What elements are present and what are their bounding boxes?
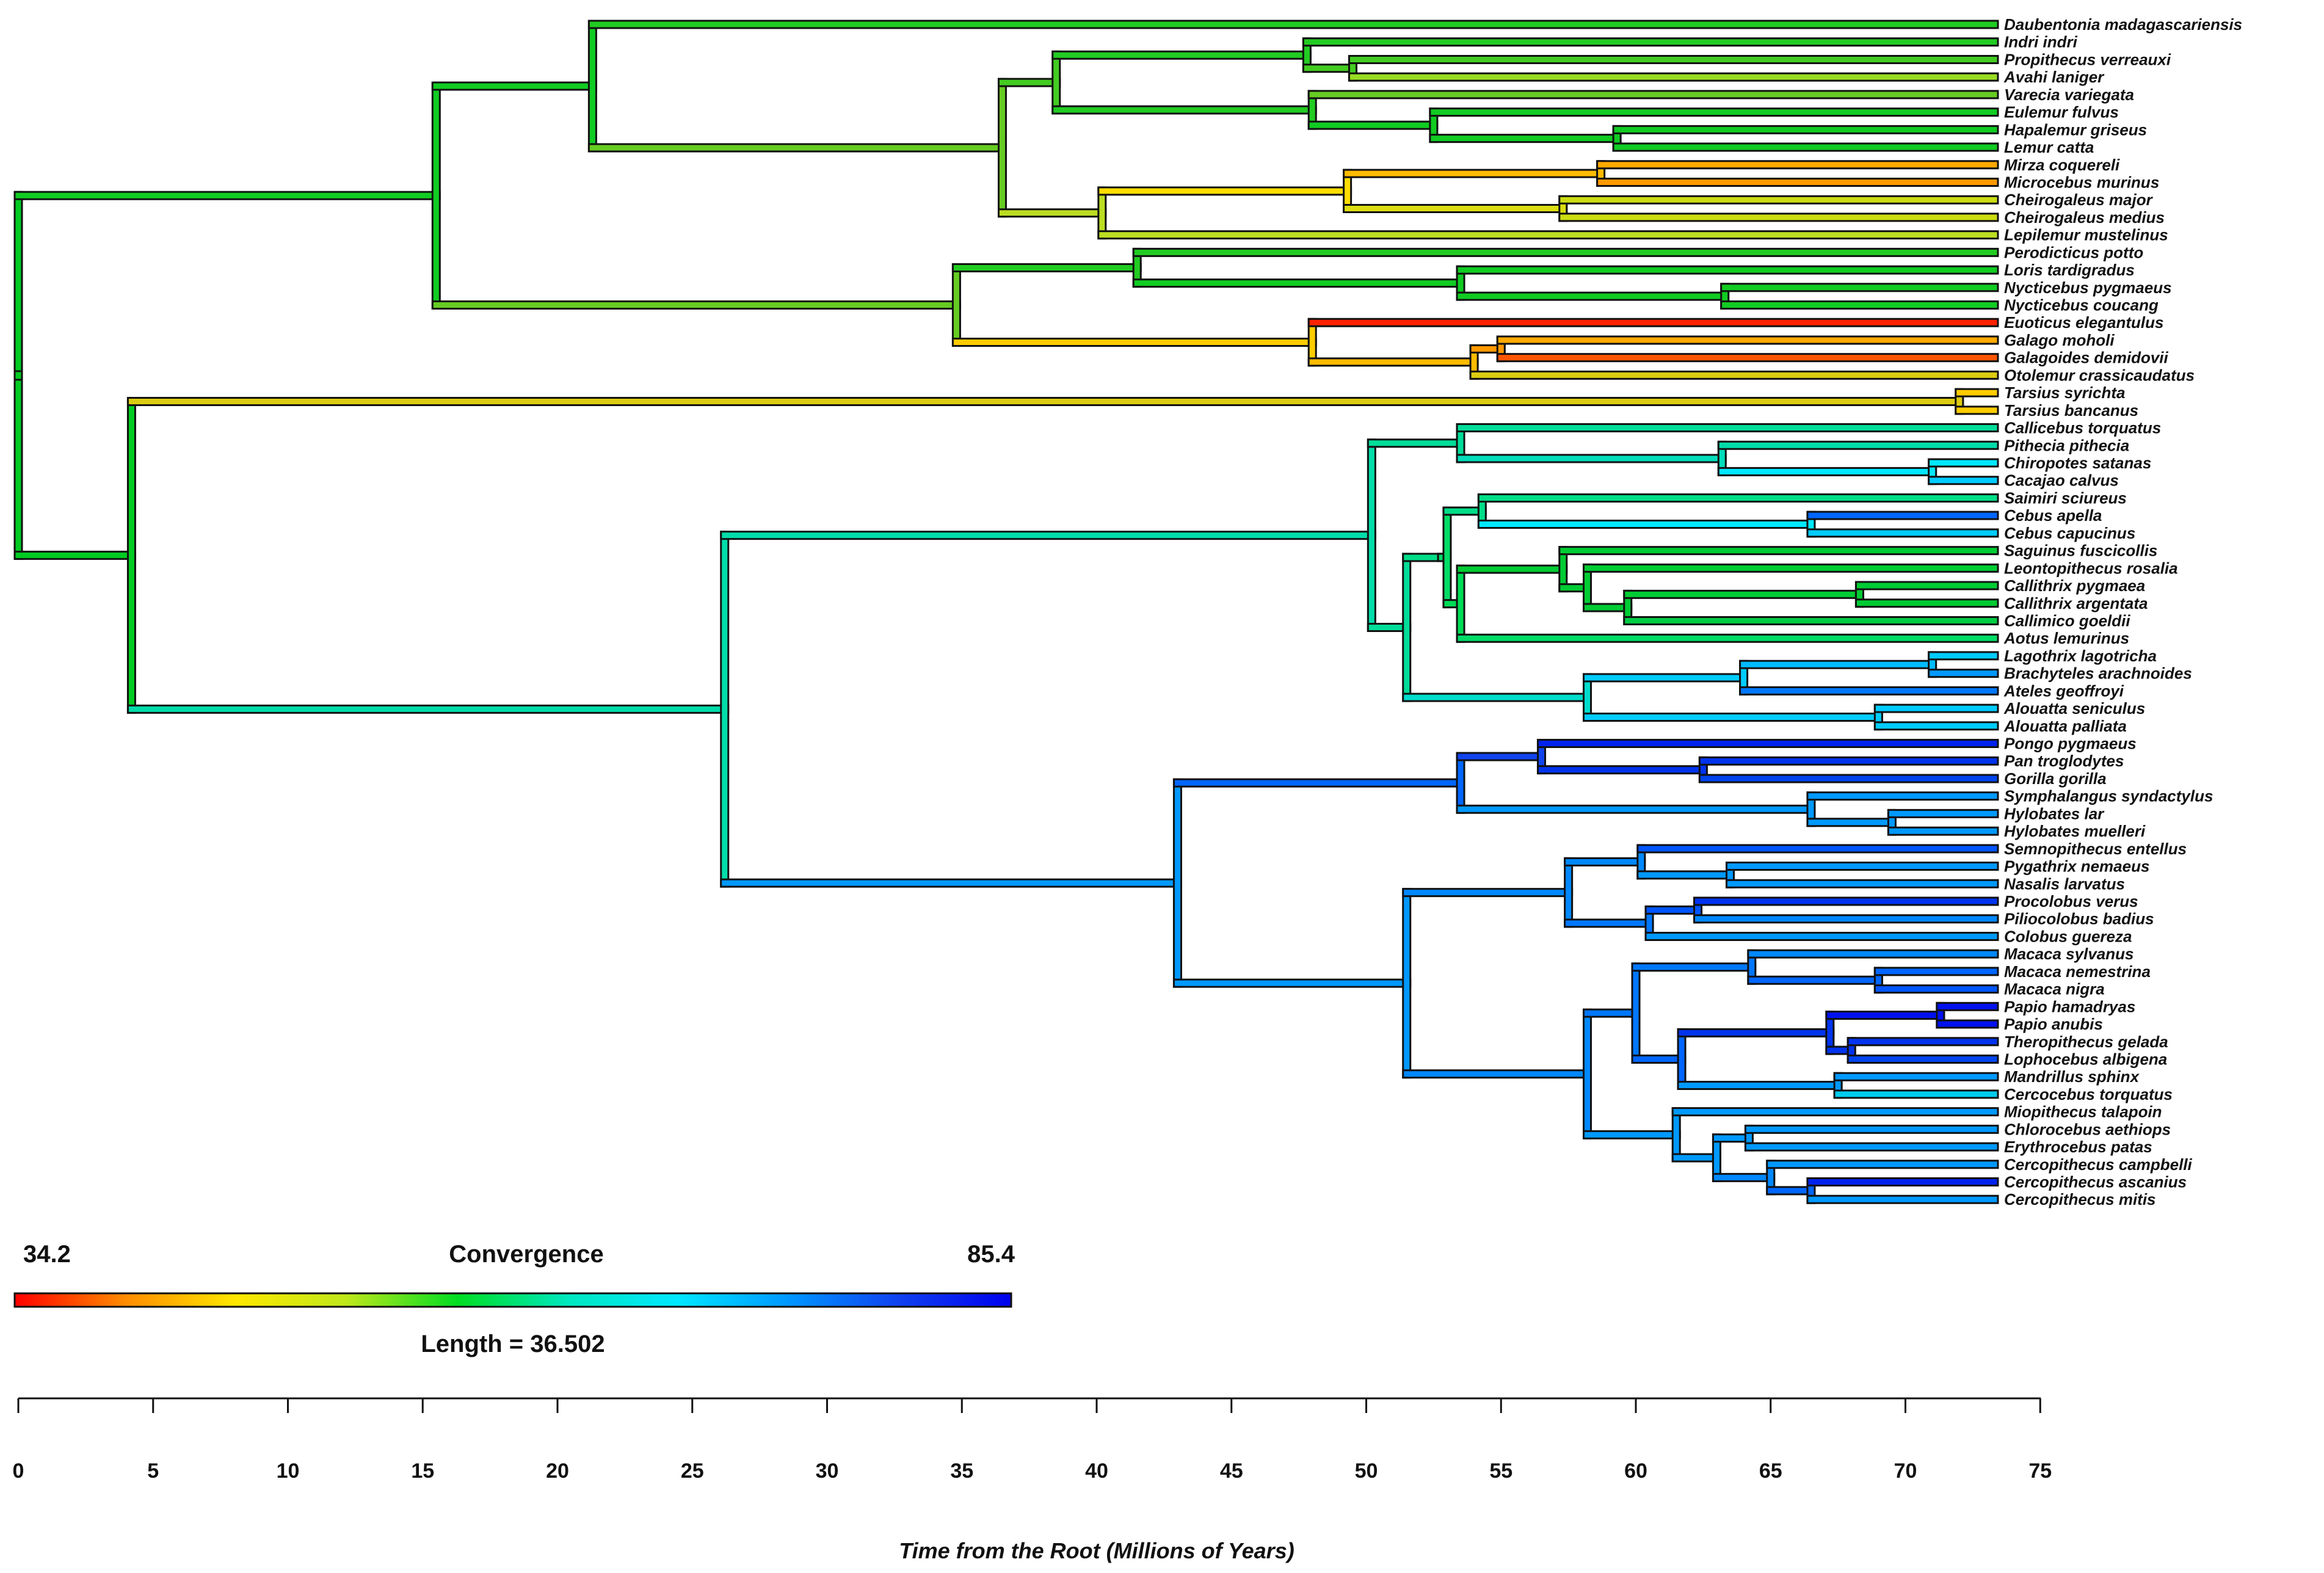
- tip-label: Saguinus fuscicollis: [2004, 542, 2157, 560]
- tip-label: Hylobates muelleri: [2004, 822, 2146, 840]
- tip-label: Lagothrix lagotricha: [2004, 647, 2157, 665]
- tip-label: Euoticus elegantulus: [2004, 313, 2164, 332]
- tip-label: Semnopithecus entellus: [2004, 840, 2187, 858]
- tip-label: Hapalemur griseus: [2004, 120, 2147, 139]
- axis-tick-label: 45: [1220, 1459, 1243, 1483]
- axis-tick-label: 35: [950, 1459, 973, 1483]
- tip-label: Pongo pygmaeus: [2004, 735, 2137, 753]
- color-legend: 34.2 Convergence 85.4 Length = 36.502: [13, 1241, 1015, 1357]
- tip-label: Otolemur crassicaudatus: [2004, 366, 2195, 384]
- tip-label: Pan troglodytes: [2004, 752, 2124, 770]
- tip-label: Indri indri: [2004, 33, 2078, 51]
- tip-label: Callimico goeldii: [2004, 611, 2130, 630]
- tip-label: Nycticebus pygmaeus: [2004, 278, 2172, 297]
- tip-label: Lophocebus albigena: [2004, 1050, 2167, 1068]
- tip-label: Papio hamadryas: [2004, 997, 2135, 1015]
- tip-label: Galagoides demidovii: [2004, 349, 2169, 367]
- tip-label: Colobus guereza: [2004, 927, 2132, 945]
- tip-label: Piliocolobus badius: [2004, 910, 2154, 928]
- tip-label: Galago moholi: [2004, 331, 2115, 349]
- tip-label: Leontopithecus rosalia: [2004, 559, 2178, 577]
- legend-title: Convergence: [449, 1241, 603, 1268]
- tip-label: Macaca nigra: [2004, 980, 2105, 998]
- tip-label: Macaca nemestrina: [2004, 962, 2151, 981]
- axis-tick-label: 25: [681, 1459, 704, 1483]
- tip-label: Gorilla gorilla: [2004, 769, 2107, 788]
- tip-label: Callicebus torquatus: [2004, 419, 2161, 437]
- tip-label: Macaca sylvanus: [2004, 945, 2133, 963]
- axis-tick-label: 0: [13, 1459, 24, 1483]
- axis-tick-label: 30: [816, 1459, 839, 1483]
- tip-label: Nasalis larvatus: [2004, 874, 2125, 893]
- tip-label: Cercopithecus campbelli: [2004, 1155, 2193, 1174]
- tip-label: Cheirogaleus medius: [2004, 208, 2165, 227]
- axis-tick-label: 50: [1355, 1459, 1378, 1483]
- tip-label: Cebus apella: [2004, 506, 2102, 525]
- tip-label: Loris tardigradus: [2004, 261, 2135, 279]
- tip-label: Erythrocebus patas: [2004, 1138, 2152, 1156]
- tip-label: Aotus lemurinus: [2003, 629, 2129, 647]
- axis-tick-label: 55: [1489, 1459, 1512, 1483]
- axis-ticks: 0 5 10 15 20 25 30 35 40 45 50 55 60 65 70 75: [13, 1398, 2052, 1483]
- tip-label: Mirza coquereli: [2004, 156, 2120, 174]
- tip-label: Hylobates lar: [2004, 804, 2105, 823]
- tip-label: Symphalangus syndactylus: [2004, 787, 2213, 805]
- tip-label: Tarsius syrichta: [2004, 383, 2125, 402]
- tip-label: Ateles geoffroyi: [2003, 681, 2124, 700]
- tip-label: Daubentonia madagascariensis: [2004, 15, 2242, 34]
- legend-gradient-bar: [13, 1292, 1012, 1308]
- tip-label: Lemur catta: [2004, 138, 2094, 156]
- tip-label: Microcebus murinus: [2004, 173, 2159, 191]
- tip-label: Cercocebus torquatus: [2004, 1085, 2173, 1103]
- tip-label: Cercopithecus mitis: [2004, 1190, 2156, 1208]
- tip-label: Varecia variegata: [2004, 85, 2134, 104]
- tip-label: Alouatta seniculus: [2003, 699, 2145, 717]
- tip-label: Theropithecus gelada: [2004, 1033, 2168, 1051]
- tip-label: Procolobus verus: [2004, 892, 2138, 910]
- axis-tick-label: 10: [277, 1459, 300, 1483]
- tip-label: Chlorocebus aethiops: [2004, 1120, 2171, 1138]
- axis-tick-label: 60: [1624, 1459, 1647, 1483]
- tip-label: Cacajao calvus: [2004, 471, 2119, 490]
- axis-tick-label: 65: [1759, 1459, 1782, 1483]
- tip-label: Lepilemur mustelinus: [2004, 226, 2168, 244]
- legend-max-label: 85.4: [967, 1241, 1015, 1268]
- legend-length-label: Length = 36.502: [421, 1331, 605, 1357]
- axis-tick-label: 40: [1085, 1459, 1108, 1483]
- axis-title: Time from the Root (Millions of Years): [899, 1538, 1294, 1563]
- tip-label: Chiropotes satanas: [2004, 454, 2151, 472]
- tip-label: Alouatta palliata: [2003, 717, 2127, 735]
- tip-label: Pygathrix nemaeus: [2004, 857, 2149, 876]
- tip-label: Perodicticus potto: [2004, 243, 2143, 261]
- tip-label: Cercopithecus ascanius: [2004, 1173, 2187, 1191]
- tip-label: Tarsius bancanus: [2004, 401, 2138, 420]
- tip-label: Saimiri sciureus: [2004, 489, 2127, 507]
- axis-tick-label: 5: [147, 1459, 159, 1483]
- tip-label: Cebus capucinus: [2004, 524, 2135, 542]
- axis-tick-label: 70: [1894, 1459, 1917, 1483]
- tip-label: Miopithecus talapoin: [2004, 1103, 2162, 1121]
- tip-label: Pithecia pithecia: [2004, 436, 2129, 454]
- tip-label: Nycticebus coucang: [2004, 296, 2159, 314]
- tip-label: Cheirogaleus major: [2004, 191, 2154, 209]
- axis-tick-label: 75: [2028, 1459, 2052, 1483]
- tree-branches: [13, 20, 1999, 1204]
- axis-tick-label: 15: [411, 1459, 434, 1483]
- tip-label: Propithecus verreauxi: [2004, 50, 2171, 68]
- tip-label: Brachyteles arachnoides: [2004, 664, 2192, 683]
- tip-label: Callithrix argentata: [2004, 594, 2148, 612]
- tip-label: Avahi laniger: [2003, 68, 2105, 86]
- tip-label: Mandrillus sphinx: [2004, 1067, 2140, 1086]
- tip-label: Eulemur fulvus: [2004, 103, 2119, 122]
- tip-label: Callithrix pygmaea: [2004, 576, 2145, 595]
- axis-tick-label: 20: [546, 1459, 569, 1483]
- legend-min-label: 34.2: [23, 1241, 71, 1268]
- tip-label: Papio anubis: [2004, 1015, 2103, 1033]
- time-axis: 0 5 10 15 20 25 30 35 40 45 50 55 60 65 70 75 Time from…: [13, 1397, 2052, 1563]
